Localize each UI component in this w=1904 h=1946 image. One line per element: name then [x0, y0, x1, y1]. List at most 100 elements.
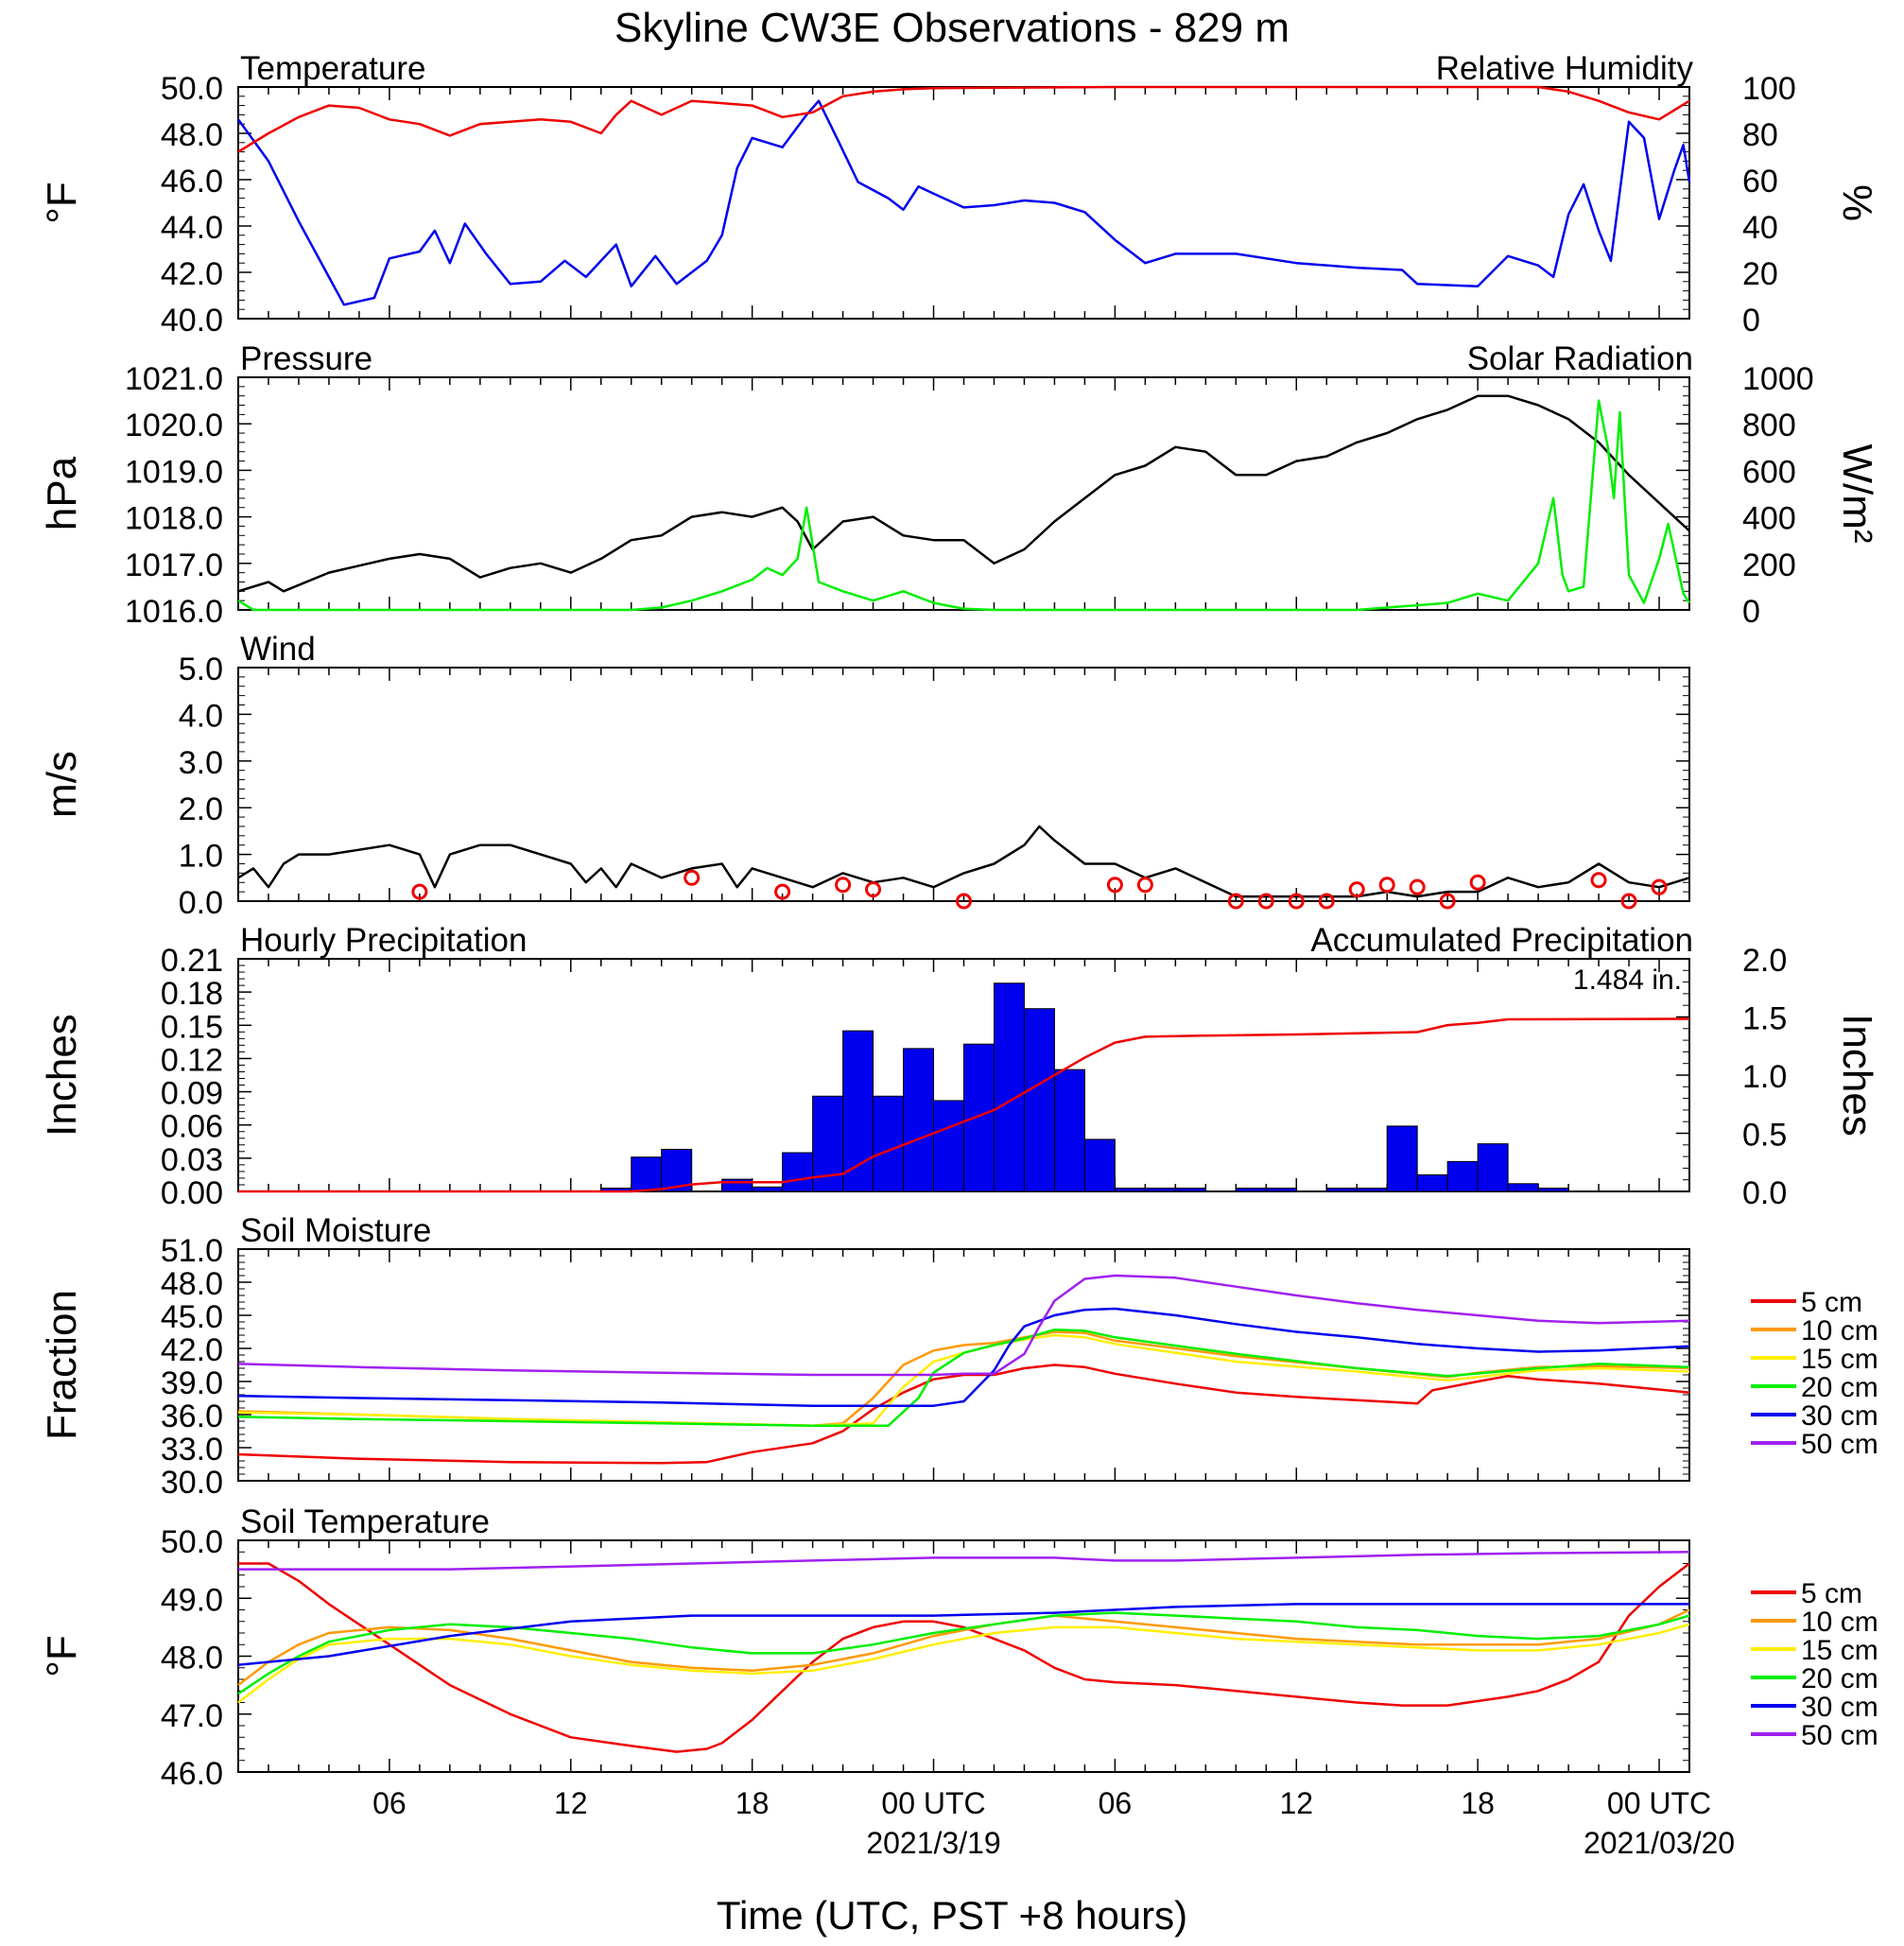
precip-bar: [1023, 1008, 1055, 1192]
wind-barb-marker: [865, 881, 882, 898]
panel-4: 0.000.030.060.090.120.150.180.21 0.0 0.5 1.…: [39, 922, 1880, 1211]
y-tick-label: 47.0: [161, 1698, 223, 1734]
y-tick-label: 44.0: [161, 210, 223, 246]
y-tick-label: 0.09: [161, 1076, 223, 1112]
y-tick-label: 1019.0: [125, 454, 223, 490]
y-axis-label-left: Fraction: [39, 1290, 85, 1440]
wind-barb-marker: [774, 883, 791, 900]
precip-bar: [1386, 1125, 1418, 1192]
series-line: [237, 399, 1691, 612]
y-right-tick-label: 1.5: [1742, 1001, 1787, 1037]
series-line: [237, 1364, 1690, 1465]
precip-bar: [1325, 1187, 1358, 1192]
y-tick-label: 5.0: [179, 652, 223, 687]
y-right-tick-label: 400: [1742, 501, 1796, 537]
wind-barb-marker: [1590, 872, 1607, 889]
precip-bar: [842, 1030, 874, 1192]
y-right-tick-label: 2.0: [1742, 943, 1787, 979]
x-tick-label: 12: [554, 1786, 588, 1820]
y-axis-label-right: Inches: [1834, 1014, 1880, 1137]
wind-barb-marker: [956, 893, 972, 910]
series-line: [237, 1274, 1690, 1377]
precip-bar: [873, 1095, 905, 1192]
panel-frame: [237, 667, 1690, 902]
legend-label: 50 cm: [1801, 1429, 1878, 1460]
y-right-tick-label: 1.0: [1742, 1059, 1787, 1095]
wind-barb-marker: [411, 883, 428, 900]
precip-bar: [752, 1186, 784, 1192]
legend-label: 5 cm: [1801, 1287, 1862, 1318]
y-axis-label-left: hPa: [39, 456, 85, 530]
series-line: [238, 1551, 1690, 1571]
y-axis-label-left: m/s: [39, 751, 85, 818]
y-tick-label: 1016.0: [125, 594, 223, 630]
panel-title-left: Hourly Precipitation: [240, 922, 527, 959]
x-tick-label: 06: [1099, 1786, 1133, 1820]
legend-label: 15 cm: [1801, 1635, 1878, 1666]
y-tick-label: 0.12: [161, 1042, 223, 1078]
series-line: [237, 85, 1690, 153]
y-tick-label: 39.0: [161, 1365, 223, 1401]
y-axis-label-left: °F: [39, 1635, 85, 1677]
panel-6: 46.0 47.0 48.0 49.0 50.0 Soil Temperature °F 5 …: [39, 1503, 1878, 1792]
precip-bar: [1235, 1187, 1267, 1192]
panel-frame: [237, 1539, 1690, 1773]
legend-label: 50 cm: [1801, 1720, 1878, 1751]
panel-title-left: Soil Temperature: [240, 1503, 490, 1540]
y-tick-label: 3.0: [179, 745, 223, 781]
panel-title-left: Soil Moisture: [240, 1212, 431, 1249]
panel-title-right: Accumulated Precipitation: [1310, 922, 1693, 959]
precip-bar: [782, 1152, 814, 1192]
precip-bar: [1265, 1187, 1297, 1192]
panel-title-right: Relative Humidity: [1436, 50, 1694, 87]
series-line: [238, 1017, 1690, 1193]
panel-1: 40.0 42.0 44.0 46.0 48.0 50.0 0 20 40 60 80 100 Temp…: [39, 50, 1880, 339]
wind-barb-marker: [1439, 893, 1456, 910]
panels-group: 40.0 42.0 44.0 46.0 48.0 50.0 0 20 40 60 80 100 Temp…: [39, 50, 1880, 1792]
y-tick-label: 48.0: [161, 1266, 223, 1302]
legend-label: 20 cm: [1801, 1663, 1878, 1694]
y-right-tick-label: 40: [1742, 210, 1778, 246]
legend-label: 10 cm: [1801, 1315, 1878, 1347]
x-tick-label: 18: [1461, 1786, 1495, 1820]
x-tick-label: 00 UTC: [1607, 1786, 1711, 1820]
precip-bar: [903, 1048, 935, 1192]
y-tick-label: 46.0: [161, 164, 223, 200]
y-tick-label: 1017.0: [125, 547, 223, 583]
legend-label: 10 cm: [1801, 1607, 1878, 1638]
y-right-tick-label: 0: [1742, 594, 1760, 630]
wind-barb-marker: [1348, 881, 1365, 898]
panel-5: 30.033.036.039.042.045.048.051.0 Soil Moi…: [39, 1212, 1878, 1501]
y-tick-label: 0.18: [161, 976, 223, 1012]
y-tick-label: 46.0: [161, 1756, 223, 1792]
y-tick-label: 48.0: [161, 1641, 223, 1677]
x-tick-date-label: 2021/3/19: [866, 1826, 1000, 1860]
precip-bar: [993, 982, 1025, 1192]
chart-title: Skyline CW3E Observations - 829 m: [614, 5, 1290, 51]
y-right-tick-label: 0.5: [1742, 1118, 1787, 1154]
precip-bar: [1083, 1138, 1116, 1192]
y-tick-label: 42.0: [161, 1332, 223, 1368]
y-right-tick-label: 60: [1742, 164, 1778, 200]
y-tick-label: 50.0: [161, 1524, 223, 1560]
y-right-tick-label: 80: [1742, 117, 1778, 153]
y-tick-label: 0.03: [161, 1142, 223, 1178]
y-tick-label: 1021.0: [125, 361, 223, 397]
x-tick-label: 12: [1279, 1786, 1313, 1820]
wind-barb-marker: [1620, 893, 1637, 910]
panel-title-left: Pressure: [240, 340, 372, 377]
series-line: [237, 1608, 1690, 1687]
y-tick-label: 48.0: [161, 117, 223, 153]
precip-bar: [631, 1156, 663, 1192]
y-tick-label: 4.0: [179, 698, 223, 734]
legend-label: 20 cm: [1801, 1372, 1878, 1403]
y-tick-label: 0.15: [161, 1009, 223, 1045]
y-tick-label: 51.0: [161, 1233, 223, 1269]
x-tick-label: 06: [372, 1786, 407, 1820]
y-tick-label: 30.0: [161, 1465, 223, 1501]
series-line: [237, 1328, 1690, 1427]
wind-barb-marker: [1378, 877, 1395, 894]
y-right-tick-label: 600: [1742, 454, 1796, 490]
wind-barb-marker: [1651, 878, 1668, 895]
wind-barb-marker: [684, 869, 701, 886]
